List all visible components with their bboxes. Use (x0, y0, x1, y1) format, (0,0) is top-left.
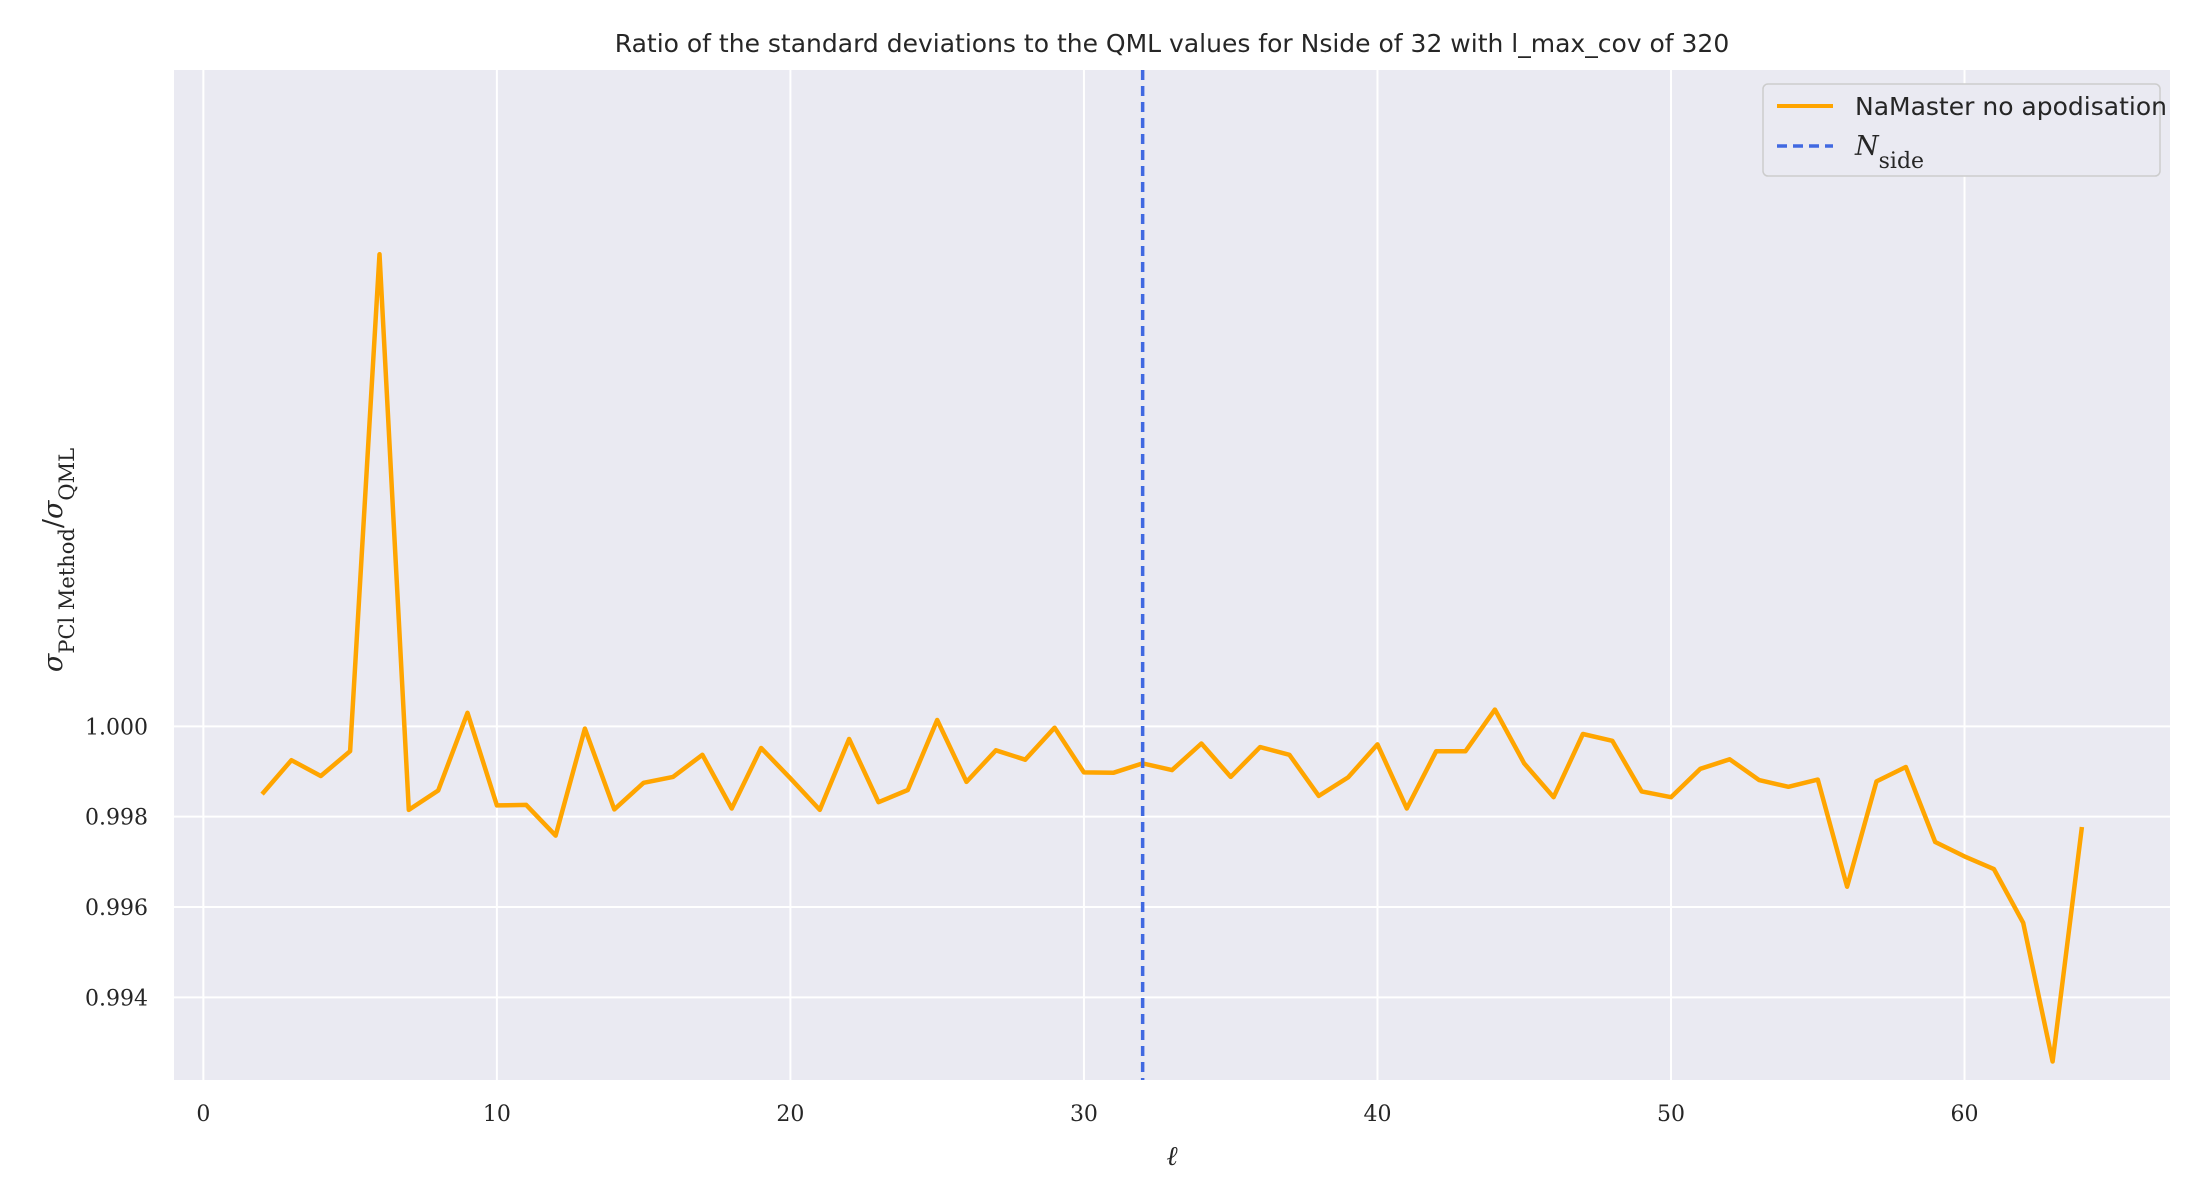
x-axis-label: ℓ (1166, 1141, 1178, 1172)
y-label-slash: / (38, 518, 69, 528)
y-tick-label: 0.994 (85, 986, 148, 1011)
x-tick-label: 60 (1951, 1102, 1979, 1127)
y-axis-label: σPCl Method/σQML (38, 448, 79, 672)
series-layer (260, 70, 2085, 1080)
legend-label-namaster: NaMaster no apodisation (1855, 92, 2167, 121)
y-label-numerator: PCl Method (55, 528, 79, 654)
legend-box (1762, 83, 2161, 177)
grid (174, 70, 2170, 1080)
tick-labels: 0 10 20 30 40 50 60 0.994 0.996 0.998 1.000 (85, 715, 1979, 1127)
x-tick-label: 0 (196, 1102, 210, 1127)
chart-title: Ratio of the standard deviations to the … (615, 29, 1730, 58)
y-tick-label: 1.000 (85, 715, 148, 740)
x-tick-label: 50 (1657, 1102, 1685, 1127)
x-tick-label: 10 (483, 1102, 511, 1127)
y-label-sigma-1: σ (38, 652, 69, 672)
y-label-denominator: QML (55, 448, 79, 501)
y-tick-label: 0.996 (85, 896, 148, 921)
y-tick-label: 0.998 (85, 806, 148, 831)
legend: NaMaster no apodisation Nside (1762, 83, 2167, 177)
y-label-sigma-2: σ (38, 499, 69, 519)
series-line-namaster (260, 252, 2085, 1064)
x-tick-label: 30 (1070, 1102, 1098, 1127)
svg-text:σPCl Method/σQML: σPCl Method/σQML (38, 448, 79, 672)
legend-label-nside: Nside (1854, 131, 1924, 174)
plot-area (174, 70, 2170, 1080)
x-tick-label: 20 (776, 1102, 804, 1127)
x-tick-label: 40 (1363, 1102, 1391, 1127)
